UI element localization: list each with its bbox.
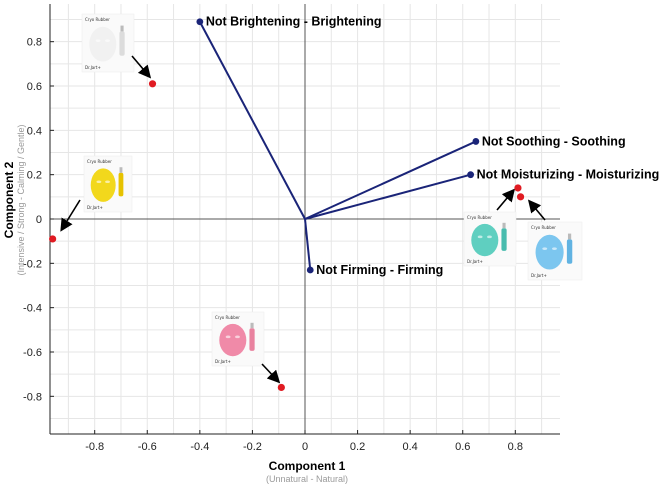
product-title: Cryo Rubber (215, 315, 240, 320)
score-point-white (148, 80, 157, 88)
x-tick-label: 0.6 (455, 441, 470, 453)
loading-vectors: Not Brightening - Brightening Not Soothin… (196, 15, 659, 277)
product-brand: Dr.Jart+ (87, 205, 103, 210)
mask-eye-icon (96, 180, 102, 184)
x-tick-label: 0.4 (403, 441, 418, 453)
y-tick-label: -0.8 (23, 391, 42, 403)
vector-endpoint (306, 266, 314, 274)
product-brand: Dr.Jart+ (85, 65, 101, 70)
vector-label: Not Moisturizing - Moisturizing (477, 168, 660, 182)
x-tick-label: 0.8 (508, 441, 523, 453)
axis-titles: Component 1 (Unnatural - Natural) Compon… (2, 124, 348, 484)
ampoule-cap-icon (502, 222, 506, 229)
annotation-arrow (131, 55, 152, 79)
vector-endpoint (196, 18, 204, 26)
x-tick-label: 0.2 (350, 441, 365, 453)
score-point-pink (277, 383, 285, 392)
mask-product-image-white: Cryo Rubber Dr.Jart+ (81, 13, 135, 73)
product-brand: Dr.Jart+ (467, 259, 483, 264)
x-tick-label: 0 (302, 441, 308, 453)
mask-eye-icon (542, 247, 548, 250)
mask-eye-icon (225, 335, 231, 339)
x-axis-subtitle: (Unnatural - Natural) (266, 474, 348, 484)
ampoule-cap-icon (567, 233, 572, 240)
mask-eye-icon (487, 235, 492, 239)
product-title: Cryo Rubber (467, 215, 492, 220)
mask-product-image-yellow: Cryo Rubber Dr.Jart+ (83, 155, 133, 213)
product-brand: Dr.Jart+ (531, 273, 547, 278)
score-point-yellow (49, 235, 57, 243)
y-tick-label: 0.4 (27, 125, 42, 137)
ampoule-icon (118, 172, 124, 197)
ampoule-cap-icon (119, 167, 123, 173)
y-tick-label: 0.8 (27, 37, 42, 49)
mask-face-icon (90, 168, 116, 202)
annotation-arrow (60, 199, 81, 232)
vector-label: Not Brightening - Brightening (206, 15, 382, 29)
x-tick-label: -0.4 (190, 441, 209, 453)
y-axis-title: Component 2 (2, 161, 16, 238)
tick-labels: -0.8 -0.6 -0.4 -0.2 0 0.2 0.4 0.6 0.8 0.8 0.6 0.4 0.… (23, 37, 523, 453)
mask-face-icon (535, 234, 564, 270)
mask-eye-icon (552, 247, 557, 250)
vector-label: Not Firming - Firming (316, 263, 443, 277)
vector-line (304, 140, 477, 220)
vector-line (304, 173, 471, 220)
mask-eye-icon (105, 39, 110, 42)
mask-eye-icon (95, 39, 101, 42)
ampoule-icon (249, 328, 255, 351)
y-axis-subtitle: (Intensive / Strong - Calming / Gentle) (16, 124, 26, 275)
mask-face-icon (471, 223, 499, 257)
y-tick-label: -0.2 (23, 258, 42, 270)
x-tick-label: -0.2 (243, 441, 262, 453)
mask-eye-icon (105, 180, 110, 184)
x-axis-title: Component 1 (269, 459, 346, 473)
annotation-arrow (261, 363, 281, 384)
vector-line (198, 21, 306, 220)
mask-face-icon (219, 323, 247, 357)
mask-eye-icon (477, 235, 483, 239)
x-tick-label: -0.8 (85, 441, 104, 453)
mask-product-image-blue: Cryo Rubber Dr.Jart+ (527, 221, 583, 281)
score-points (49, 80, 525, 392)
y-tick-label: 0 (36, 214, 42, 226)
y-tick-label: -0.4 (23, 303, 42, 315)
product-title: Cryo Rubber (87, 159, 112, 164)
score-point-teal (514, 184, 522, 192)
ampoule-cap-icon (120, 25, 124, 32)
score-point-blue (516, 193, 525, 201)
y-tick-label: -0.6 (23, 347, 42, 359)
annotation-arrows (60, 55, 546, 384)
product-brand: Dr.Jart+ (215, 359, 231, 364)
mask-face-icon (89, 26, 117, 62)
mask-product-image-teal: Cryo Rubber Dr.Jart+ (463, 211, 517, 267)
annotation-arrow (496, 188, 516, 211)
vector-endpoint (467, 171, 475, 179)
mask-product-image-pink: Cryo Rubber Dr.Jart+ (211, 311, 265, 367)
x-tick-label: -0.6 (138, 441, 157, 453)
y-tick-label: 0.2 (27, 170, 42, 182)
ampoule-icon (119, 31, 125, 56)
ampoule-cap-icon (250, 322, 254, 329)
vector-line (304, 218, 312, 271)
y-tick-label: 0.6 (27, 81, 42, 93)
product-title: Cryo Rubber (531, 225, 556, 230)
vector-label: Not Soothing - Soothing (482, 134, 626, 148)
vector-endpoint (472, 138, 480, 145)
ampoule-icon (566, 239, 573, 264)
product-title: Cryo Rubber (85, 17, 110, 22)
mask-eye-icon (235, 335, 240, 339)
ampoule-icon (501, 228, 507, 251)
annotation-arrow (527, 199, 546, 221)
